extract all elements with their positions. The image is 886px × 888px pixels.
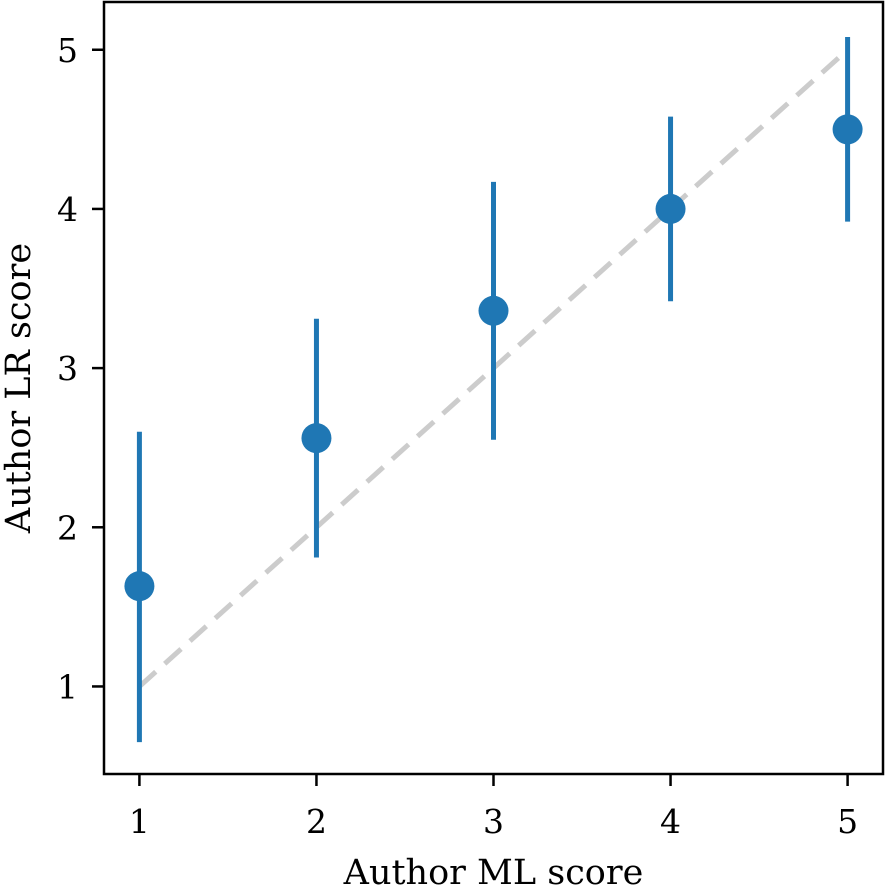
x-tick-label: 2 <box>306 802 327 841</box>
error-bars-group <box>136 37 851 743</box>
data-point <box>655 193 686 224</box>
y-tick-label: 3 <box>57 349 78 388</box>
x-axis-label: Author ML score <box>343 853 644 888</box>
data-point <box>301 423 332 454</box>
data-point <box>478 295 509 326</box>
data-point <box>124 571 155 602</box>
y-tick-label: 1 <box>57 667 78 706</box>
y-axis-label: Author LR score <box>0 243 39 534</box>
x-tick-label: 1 <box>129 802 150 841</box>
y-tick-label: 4 <box>57 190 78 229</box>
y-axis-ticks: 1 2 3 4 5 <box>57 31 104 706</box>
x-tick-label: 4 <box>660 802 681 841</box>
y-tick-label: 5 <box>57 31 78 70</box>
y-tick-label: 2 <box>57 508 78 547</box>
points-group <box>124 114 863 602</box>
x-tick-label: 3 <box>483 802 504 841</box>
data-point <box>832 114 863 145</box>
x-tick-label: 5 <box>837 802 858 841</box>
x-axis-ticks: 1 2 3 4 5 <box>129 774 858 841</box>
